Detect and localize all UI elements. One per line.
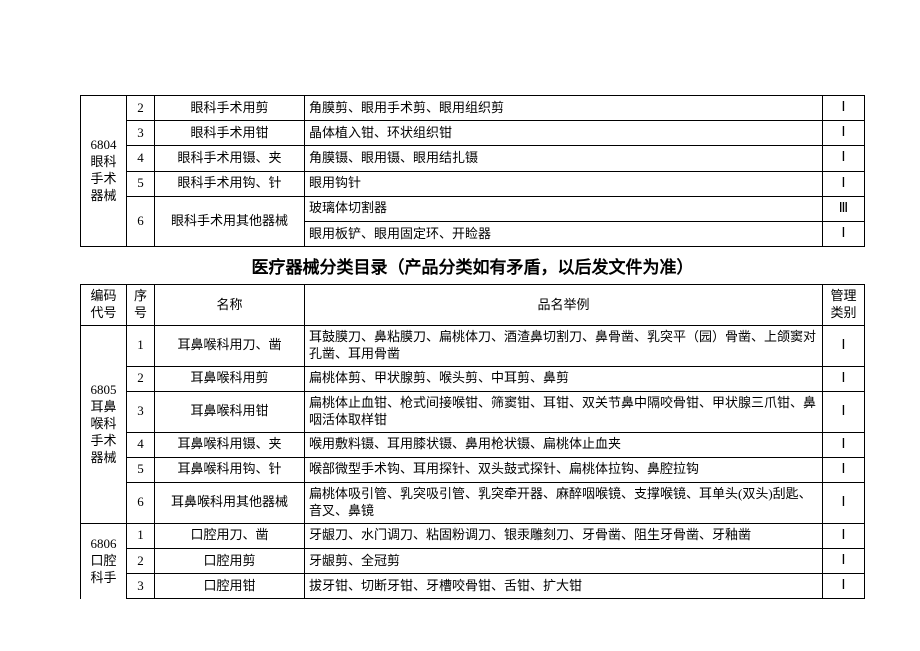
header-seq: 序号	[127, 285, 155, 326]
table-row: 2 耳鼻喉科用剪 扁桃体剪、甲状腺剪、喉头剪、中耳剪、鼻剪 Ⅰ	[81, 366, 865, 391]
table-row: 5 眼科手术用钩、针 眼用钩针 Ⅰ	[81, 171, 865, 196]
code-cell-6804: 6804眼科手术器械	[81, 96, 127, 247]
mgmt-cell: Ⅰ	[823, 391, 865, 432]
example-cell: 玻璃体切割器	[305, 196, 823, 221]
seq-cell: 2	[127, 549, 155, 574]
table-row: 4 耳鼻喉科用镊、夹 喉用敷料镊、耳用膝状镊、鼻用枪状镊、扁桃体止血夹 Ⅰ	[81, 432, 865, 457]
seq-cell: 1	[127, 523, 155, 548]
name-cell: 眼科手术用钩、针	[155, 171, 305, 196]
code-cell-6805: 6805耳鼻喉科手术器械	[81, 325, 127, 523]
seq-cell: 2	[127, 96, 155, 121]
table-row: 3 眼科手术用钳 晶体植入钳、环状组织钳 Ⅰ	[81, 121, 865, 146]
mgmt-cell: Ⅰ	[823, 574, 865, 599]
seq-cell: 1	[127, 325, 155, 366]
name-cell: 眼科手术用剪	[155, 96, 305, 121]
mgmt-cell: Ⅲ	[823, 196, 865, 221]
mgmt-cell: Ⅰ	[823, 325, 865, 366]
seq-cell: 5	[127, 171, 155, 196]
header-example: 品名举例	[305, 285, 823, 326]
name-cell: 耳鼻喉科用钳	[155, 391, 305, 432]
example-cell: 喉用敷料镊、耳用膝状镊、鼻用枪状镊、扁桃体止血夹	[305, 432, 823, 457]
seq-cell: 5	[127, 457, 155, 482]
table-6804: 6804眼科手术器械 2 眼科手术用剪 角膜剪、眼用手术剪、眼用组织剪 Ⅰ 3 …	[80, 95, 865, 247]
example-cell: 眼用板铲、眼用固定环、开睑器	[305, 221, 823, 246]
table-row: 6806口腔科手 1 口腔用刀、凿 牙龈刀、水门调刀、粘固粉调刀、银汞雕刻刀、牙…	[81, 523, 865, 548]
mgmt-cell: Ⅰ	[823, 432, 865, 457]
table-row: 6805耳鼻喉科手术器械 1 耳鼻喉科用刀、凿 耳鼓膜刀、鼻粘膜刀、扁桃体刀、酒…	[81, 325, 865, 366]
table-row: 6804眼科手术器械 2 眼科手术用剪 角膜剪、眼用手术剪、眼用组织剪 Ⅰ	[81, 96, 865, 121]
example-cell: 晶体植入钳、环状组织钳	[305, 121, 823, 146]
table-lower: 编码代号 序号 名称 品名举例 管理类别 6805耳鼻喉科手术器械 1 耳鼻喉科…	[80, 284, 865, 599]
mgmt-cell: Ⅰ	[823, 366, 865, 391]
table-row: 3 口腔用钳 拔牙钳、切断牙钳、牙槽咬骨钳、舌钳、扩大钳 Ⅰ	[81, 574, 865, 599]
mgmt-cell: Ⅰ	[823, 221, 865, 246]
table-row: 4 眼科手术用镊、夹 角膜镊、眼用镊、眼用结扎镊 Ⅰ	[81, 146, 865, 171]
section-title: 医疗器械分类目录（产品分类如有矛盾，以后发文件为准）	[80, 247, 865, 284]
name-cell: 耳鼻喉科用其他器械	[155, 483, 305, 524]
example-cell: 扁桃体止血钳、枪式间接喉钳、筛窦钳、耳钳、双关节鼻中隔咬骨钳、甲状腺三爪钳、鼻咽…	[305, 391, 823, 432]
seq-cell: 4	[127, 432, 155, 457]
seq-cell: 4	[127, 146, 155, 171]
example-cell: 牙龈剪、全冠剪	[305, 549, 823, 574]
name-cell: 眼科手术用其他器械	[155, 196, 305, 246]
seq-cell: 2	[127, 366, 155, 391]
seq-cell: 6	[127, 483, 155, 524]
name-cell: 口腔用刀、凿	[155, 523, 305, 548]
name-cell: 耳鼻喉科用钩、针	[155, 457, 305, 482]
example-cell: 牙龈刀、水门调刀、粘固粉调刀、银汞雕刻刀、牙骨凿、阻生牙骨凿、牙釉凿	[305, 523, 823, 548]
example-cell: 眼用钩针	[305, 171, 823, 196]
seq-cell: 3	[127, 121, 155, 146]
header-mgmt: 管理类别	[823, 285, 865, 326]
page-container: 6804眼科手术器械 2 眼科手术用剪 角膜剪、眼用手术剪、眼用组织剪 Ⅰ 3 …	[0, 0, 920, 651]
table-row: 6 眼科手术用其他器械 玻璃体切割器 Ⅲ	[81, 196, 865, 221]
name-cell: 眼科手术用镊、夹	[155, 146, 305, 171]
example-cell: 扁桃体吸引管、乳突吸引管、乳突牵开器、麻醉咽喉镜、支撑喉镜、耳单头(双头)刮匙、…	[305, 483, 823, 524]
mgmt-cell: Ⅰ	[823, 146, 865, 171]
example-cell: 角膜镊、眼用镊、眼用结扎镊	[305, 146, 823, 171]
table-row: 3 耳鼻喉科用钳 扁桃体止血钳、枪式间接喉钳、筛窦钳、耳钳、双关节鼻中隔咬骨钳、…	[81, 391, 865, 432]
table-row: 6 耳鼻喉科用其他器械 扁桃体吸引管、乳突吸引管、乳突牵开器、麻醉咽喉镜、支撑喉…	[81, 483, 865, 524]
mgmt-cell: Ⅰ	[823, 457, 865, 482]
name-cell: 耳鼻喉科用刀、凿	[155, 325, 305, 366]
header-code: 编码代号	[81, 285, 127, 326]
header-row: 编码代号 序号 名称 品名举例 管理类别	[81, 285, 865, 326]
name-cell: 口腔用钳	[155, 574, 305, 599]
mgmt-cell: Ⅰ	[823, 483, 865, 524]
table-row: 2 口腔用剪 牙龈剪、全冠剪 Ⅰ	[81, 549, 865, 574]
code-cell-6806: 6806口腔科手	[81, 523, 127, 599]
example-cell: 角膜剪、眼用手术剪、眼用组织剪	[305, 96, 823, 121]
example-cell: 扁桃体剪、甲状腺剪、喉头剪、中耳剪、鼻剪	[305, 366, 823, 391]
example-cell: 耳鼓膜刀、鼻粘膜刀、扁桃体刀、酒渣鼻切割刀、鼻骨凿、乳突平（园）骨凿、上颌窦对孔…	[305, 325, 823, 366]
seq-cell: 3	[127, 574, 155, 599]
seq-cell: 6	[127, 196, 155, 246]
example-cell: 喉部微型手术钩、耳用探针、双头鼓式探针、扁桃体拉钩、鼻腔拉钩	[305, 457, 823, 482]
name-cell: 耳鼻喉科用剪	[155, 366, 305, 391]
mgmt-cell: Ⅰ	[823, 523, 865, 548]
mgmt-cell: Ⅰ	[823, 171, 865, 196]
name-cell: 耳鼻喉科用镊、夹	[155, 432, 305, 457]
example-cell: 拔牙钳、切断牙钳、牙槽咬骨钳、舌钳、扩大钳	[305, 574, 823, 599]
mgmt-cell: Ⅰ	[823, 96, 865, 121]
table-row: 5 耳鼻喉科用钩、针 喉部微型手术钩、耳用探针、双头鼓式探针、扁桃体拉钩、鼻腔拉…	[81, 457, 865, 482]
mgmt-cell: Ⅰ	[823, 549, 865, 574]
mgmt-cell: Ⅰ	[823, 121, 865, 146]
header-name: 名称	[155, 285, 305, 326]
seq-cell: 3	[127, 391, 155, 432]
name-cell: 眼科手术用钳	[155, 121, 305, 146]
name-cell: 口腔用剪	[155, 549, 305, 574]
